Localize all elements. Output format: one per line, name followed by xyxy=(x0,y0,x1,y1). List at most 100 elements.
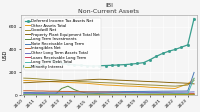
Deferred Income Tax Assets Net xyxy=(193,18,195,19)
Long Term Investments xyxy=(48,94,50,95)
Property Plant Equipment Total Net xyxy=(111,79,113,81)
Note Receivable Long Term xyxy=(29,92,31,93)
Note Receivable Long Term xyxy=(48,92,50,93)
Line: Minority Interest: Minority Interest xyxy=(24,94,194,95)
Intangibles Net xyxy=(60,91,63,92)
Other Long Term Assets Total xyxy=(130,92,132,93)
Minority Interest xyxy=(123,94,126,95)
Goodwill Net xyxy=(136,84,139,85)
Y-axis label: USD: USD xyxy=(3,50,8,60)
Other Long Term Assets Total xyxy=(161,92,164,93)
Long Term Investments xyxy=(174,94,176,95)
Loans Receivable Long Term xyxy=(98,94,101,95)
Minority Interest xyxy=(60,94,63,96)
Intangibles Net xyxy=(29,90,31,91)
Long Term Debt Total xyxy=(155,93,157,95)
Long Term Debt Total xyxy=(86,94,88,95)
Note Receivable Long Term xyxy=(60,92,63,93)
Deferred Income Tax Assets Net xyxy=(155,56,157,57)
Goodwill Net xyxy=(111,82,113,84)
Deferred Income Tax Assets Net xyxy=(136,63,139,64)
Intangibles Net xyxy=(155,92,157,94)
Property Plant Equipment Total Net xyxy=(168,82,170,83)
Minority Interest xyxy=(35,94,38,96)
Intangibles Net xyxy=(54,90,57,92)
Minority Interest xyxy=(142,94,145,95)
Deferred Income Tax Assets Net xyxy=(168,51,170,52)
Property Plant Equipment Total Net xyxy=(60,80,63,82)
Other Assets Total xyxy=(67,82,69,83)
Long Term Debt Total xyxy=(29,94,31,95)
Goodwill Net xyxy=(54,79,57,81)
Line: Long Term Debt Total: Long Term Debt Total xyxy=(24,78,194,94)
Deferred Income Tax Assets Net xyxy=(60,63,63,64)
Deferred Income Tax Assets Net xyxy=(86,65,88,66)
Goodwill Net xyxy=(23,78,25,79)
Minority Interest xyxy=(155,94,157,95)
Loans Receivable Long Term xyxy=(149,94,151,95)
Property Plant Equipment Total Net xyxy=(54,81,57,82)
Loans Receivable Long Term xyxy=(193,94,195,95)
Note Receivable Long Term xyxy=(35,92,38,93)
Goodwill Net xyxy=(29,78,31,79)
Other Long Term Assets Total xyxy=(117,92,120,94)
Long Term Debt Total xyxy=(98,93,101,95)
Other Assets Total xyxy=(168,88,170,89)
Minority Interest xyxy=(161,94,164,95)
Goodwill Net xyxy=(35,78,38,79)
Other Long Term Assets Total xyxy=(98,92,101,94)
Other Assets Total xyxy=(35,80,38,82)
Deferred Income Tax Assets Net xyxy=(48,59,50,60)
Property Plant Equipment Total Net xyxy=(117,80,120,81)
Other Assets Total xyxy=(180,85,183,87)
Goodwill Net xyxy=(168,85,170,87)
Other Assets Total xyxy=(105,84,107,86)
Other Long Term Assets Total xyxy=(60,93,63,94)
Minority Interest xyxy=(111,94,113,95)
Intangibles Net xyxy=(130,92,132,93)
Intangibles Net xyxy=(86,91,88,93)
Long Term Investments xyxy=(92,93,94,94)
Minority Interest xyxy=(41,94,44,96)
Long Term Debt Total xyxy=(174,93,176,94)
Minority Interest xyxy=(130,94,132,95)
Minority Interest xyxy=(149,94,151,95)
Deferred Income Tax Assets Net xyxy=(187,44,189,46)
Other Long Term Assets Total xyxy=(180,92,183,93)
Note Receivable Long Term xyxy=(155,91,157,92)
Goodwill Net xyxy=(105,82,107,83)
Intangibles Net xyxy=(67,91,69,92)
Goodwill Net xyxy=(98,82,101,83)
Other Assets Total xyxy=(73,82,75,83)
Other Assets Total xyxy=(136,86,139,87)
Long Term Debt Total xyxy=(54,94,57,95)
Note Receivable Long Term xyxy=(41,92,44,93)
Intangibles Net xyxy=(73,91,75,92)
Minority Interest xyxy=(105,94,107,95)
Other Long Term Assets Total xyxy=(29,93,31,94)
Intangibles Net xyxy=(117,92,120,93)
Line: Property Plant Equipment Total Net: Property Plant Equipment Total Net xyxy=(24,79,194,84)
Title: IBI
Non-Current Assets: IBI Non-Current Assets xyxy=(78,3,139,14)
Note Receivable Long Term xyxy=(130,91,132,92)
Long Term Debt Total xyxy=(35,94,38,95)
Long Term Debt Total xyxy=(23,94,25,95)
Property Plant Equipment Total Net xyxy=(86,79,88,81)
Other Assets Total xyxy=(111,85,113,86)
Loans Receivable Long Term xyxy=(136,94,139,95)
Loans Receivable Long Term xyxy=(29,94,31,96)
Other Long Term Assets Total xyxy=(193,91,195,93)
Goodwill Net xyxy=(180,85,183,86)
Other Long Term Assets Total xyxy=(149,92,151,93)
Other Assets Total xyxy=(174,88,176,89)
Note Receivable Long Term xyxy=(54,92,57,93)
Long Term Debt Total xyxy=(67,94,69,95)
Property Plant Equipment Total Net xyxy=(23,82,25,83)
Goodwill Net xyxy=(187,84,189,86)
Long Term Debt Total xyxy=(180,93,183,94)
Property Plant Equipment Total Net xyxy=(187,83,189,84)
Other Assets Total xyxy=(193,78,195,79)
Minority Interest xyxy=(48,94,50,96)
Minority Interest xyxy=(180,94,183,95)
Line: Note Receivable Long Term: Note Receivable Long Term xyxy=(24,72,194,93)
